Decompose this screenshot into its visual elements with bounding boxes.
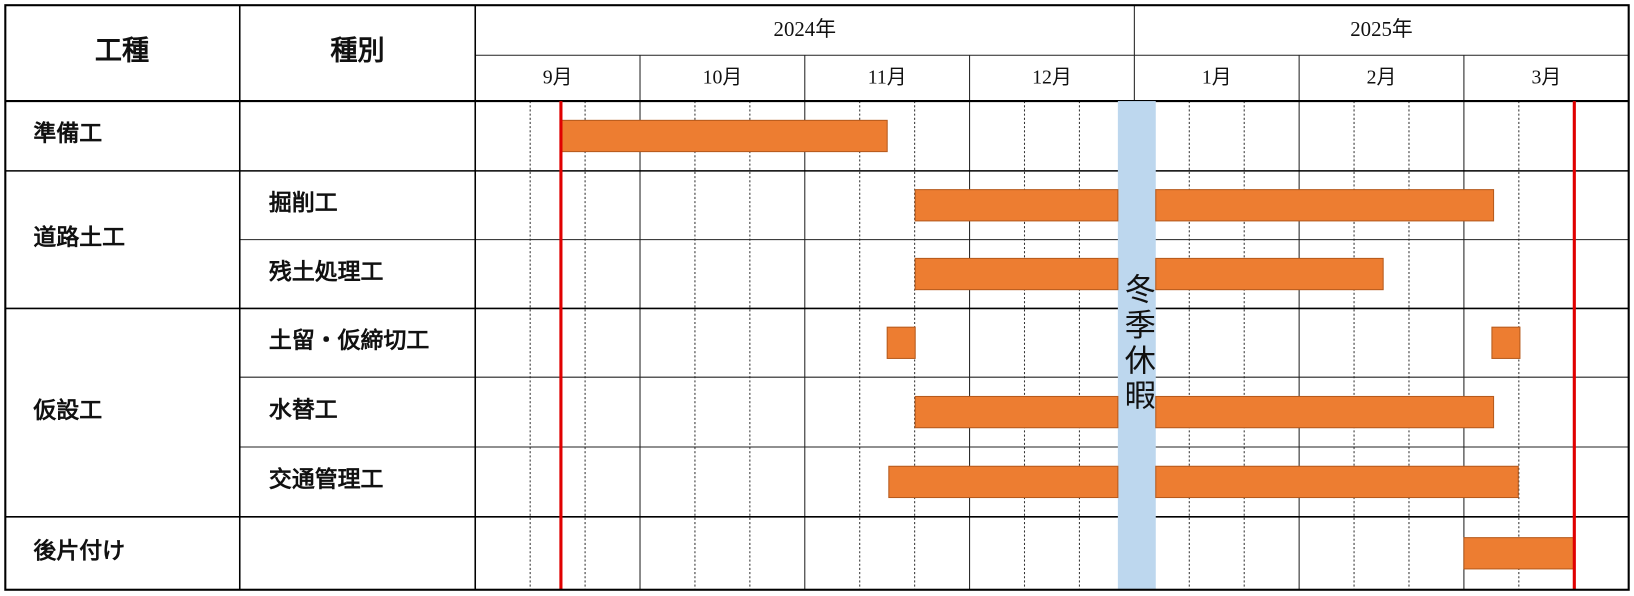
- month-label: 2月: [1367, 67, 1397, 89]
- month-label: 9月: [543, 67, 573, 89]
- section-label: 仮設工: [32, 397, 102, 423]
- type-header: 工種: [95, 35, 149, 65]
- item-label: 交通管理工: [269, 466, 384, 492]
- task-bar: [914, 189, 1119, 222]
- month-label: 1月: [1202, 67, 1232, 89]
- year-label: 2024年: [774, 17, 836, 41]
- item-label: 水替工: [269, 397, 338, 422]
- task-bar: [888, 465, 1119, 499]
- task-bar: [886, 326, 916, 359]
- section-label: 準備工: [33, 120, 102, 146]
- section-label: 後片付け: [33, 538, 125, 564]
- item-label: 掘削工: [269, 191, 338, 216]
- item-label: 土留・仮締切工: [269, 327, 429, 353]
- winter-label: 冬季休暇: [1119, 272, 1156, 414]
- kind-header: 種別: [330, 35, 384, 65]
- task-bar: [914, 257, 1119, 291]
- task-bar: [1155, 189, 1495, 222]
- month-label: 10月: [703, 67, 743, 89]
- item-label: 残土処理工: [269, 258, 384, 284]
- task-bar: [1155, 257, 1384, 291]
- task-bar: [1491, 326, 1521, 359]
- month-label: 11月: [868, 67, 907, 89]
- task-bar: [1463, 537, 1575, 570]
- section-label: 道路土工: [33, 224, 125, 250]
- task-bar: [1155, 465, 1519, 499]
- month-label: 12月: [1032, 67, 1072, 89]
- task-bar: [914, 395, 1119, 429]
- month-label: 3月: [1531, 67, 1561, 89]
- table-border: [4, 4, 1630, 591]
- task-bar: [1155, 395, 1495, 429]
- task-bar: [560, 119, 888, 153]
- year-label: 2025年: [1350, 17, 1412, 41]
- winter-band: [1117, 101, 1156, 590]
